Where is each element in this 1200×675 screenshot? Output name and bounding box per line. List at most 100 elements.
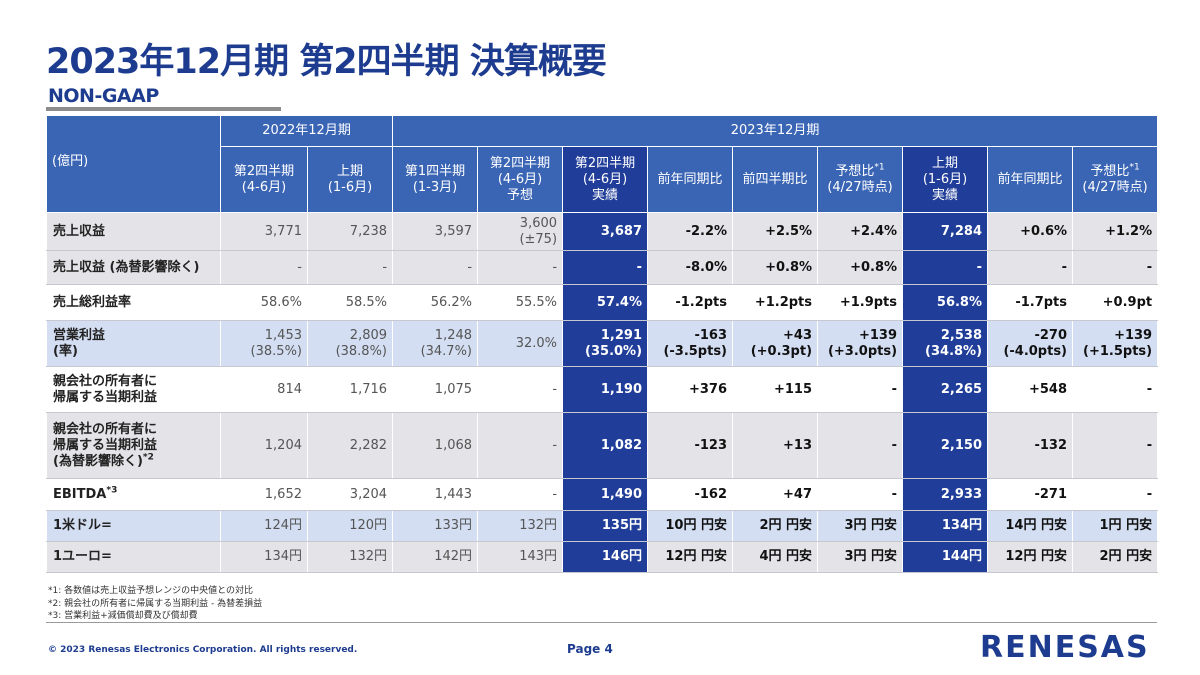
- table-row: 親会社の所有者に 帰属する当期利益 (為替影響除く)*2 1,204 2,282 1,…: [46, 412, 1159, 479]
- highlight-cell: 3,687: [562, 212, 649, 251]
- table-cell: 3,600 (±75): [477, 212, 564, 251]
- table-cell: 58.5%: [306, 284, 394, 321]
- table-row: 親会社の所有者に 帰属する当期利益 814 1,716 1,075-1,190 +376…: [46, 366, 1159, 413]
- table-cell: 1,075: [392, 366, 479, 413]
- table-cell: 3円 円安: [817, 510, 904, 542]
- table-cell: 3円 円安: [817, 541, 904, 573]
- row-label-text: 親会社の所有者に 帰属する当期利益: [53, 373, 158, 405]
- highlight-cell: 2,538 (34.8%): [902, 320, 989, 367]
- row-label: 売上総利益率: [46, 284, 221, 321]
- row-label-text: 親会社の所有者に 帰属する当期利益 (為替影響除く): [53, 421, 158, 469]
- highlight-cell: 1,082: [562, 412, 649, 479]
- table-cell: 56.2%: [392, 284, 479, 321]
- table-cell: +0.6%: [987, 212, 1074, 251]
- table-cell: -123: [647, 412, 734, 479]
- table-cell: 7,238: [306, 212, 394, 251]
- col-header-label: 予想比: [835, 163, 875, 179]
- highlight-cell: 7,284: [902, 212, 989, 251]
- table-cell: -163 (-3.5pts): [647, 320, 734, 367]
- highlight-cell: 1,291 (35.0%): [562, 320, 649, 367]
- table-row: 売上収益 (為替影響除く) - - - - - -8.0% +0.8% +0.8% - - -: [46, 250, 1159, 285]
- table-cell: 2円 円安: [1072, 541, 1159, 573]
- table-cell: -: [477, 412, 564, 479]
- table-cell: -: [1072, 478, 1159, 511]
- col-header: 前年同期比: [987, 146, 1074, 213]
- table-cell: -: [392, 250, 479, 285]
- footnote: *2: 親会社の所有者に帰属する当期利益 - 為替差損益: [48, 598, 263, 609]
- table-cell: -: [477, 478, 564, 511]
- highlight-cell: 2,933: [902, 478, 989, 511]
- highlight-cell: 56.8%: [902, 284, 989, 321]
- copyright: © 2023 Renesas Electronics Corporation. …: [48, 645, 358, 655]
- highlight-cell: 144円: [902, 541, 989, 573]
- table-cell: +115: [732, 366, 819, 413]
- table-row: 1米ドル= 124円 120円 133円 132円 135円 10円 円安 2円 円安 3円 円…: [46, 510, 1159, 542]
- table-cell: -8.0%: [647, 250, 734, 285]
- table-cell: 1,068: [392, 412, 479, 479]
- table-cell: +2.5%: [732, 212, 819, 251]
- table-cell: 1,204: [220, 412, 308, 479]
- highlight-cell: -: [562, 250, 649, 285]
- table-cell: 814: [220, 366, 308, 413]
- footnote-marker: *1: [874, 162, 885, 173]
- table-cell: +2.4%: [817, 212, 904, 251]
- table-cell: 120円: [306, 510, 394, 542]
- table-cell: -132: [987, 412, 1074, 479]
- footnote-marker: *2: [142, 452, 154, 463]
- table-cell: -: [1072, 250, 1159, 285]
- table-row: 売上総利益率 58.6% 58.5% 56.2% 55.5% 57.4% -1.2pts +1…: [46, 284, 1159, 321]
- table-cell: +47: [732, 478, 819, 511]
- table-cell: -270 (-4.0pts): [987, 320, 1074, 367]
- row-label: 1米ドル=: [46, 510, 221, 542]
- table-cell: +139 (+3.0pts): [817, 320, 904, 367]
- table-cell: 1,453 (38.5%): [220, 320, 308, 367]
- table-cell: +139 (+1.5pts): [1072, 320, 1159, 367]
- col-header-label: 予想比: [1090, 163, 1130, 179]
- results-summary-table: (億円) 2022年12月期 2023年12月期 第2四半期 (4-6月) 上期…: [46, 115, 1159, 573]
- table-cell: 124円: [220, 510, 308, 542]
- table-cell: 3,597: [392, 212, 479, 251]
- table-row: EBITDA*3 1,652 3,204 1,443-1,490 -162 +47-2,9…: [46, 478, 1159, 511]
- col-header-date: (4/27時点): [827, 179, 893, 195]
- unit-label: (億円): [46, 115, 221, 213]
- table-cell: 32.0%: [477, 320, 564, 367]
- table-cell: +1.2pts: [732, 284, 819, 321]
- table-cell: -: [817, 478, 904, 511]
- table-cell: +1.2%: [1072, 212, 1159, 251]
- table-cell: 2円 円安: [732, 510, 819, 542]
- table-cell: 3,771: [220, 212, 308, 251]
- table-cell: 12円 円安: [987, 541, 1074, 573]
- highlight-cell: 1,490: [562, 478, 649, 511]
- table-cell: 143円: [477, 541, 564, 573]
- table-cell: -: [817, 366, 904, 413]
- table-cell: -: [1072, 366, 1159, 413]
- row-label: 親会社の所有者に 帰属する当期利益: [46, 366, 221, 413]
- table-cell: -: [987, 250, 1074, 285]
- col-header: 前四半期比: [732, 146, 819, 213]
- footnotes: *1: 各数値は売上収益予想レンジの中央値との対比 *2: 親会社の所有者に帰属…: [48, 585, 262, 623]
- table-cell: -: [477, 366, 564, 413]
- table-row: 売上収益 3,771 7,238 3,597 3,600 (±75) 3,687 -2.2%…: [46, 212, 1159, 251]
- table-cell: -271: [987, 478, 1074, 511]
- highlight-cell: -: [902, 250, 989, 285]
- footnote: *3: 営業利益+減価償却費及び償却費: [48, 611, 198, 621]
- table-cell: -2.2%: [647, 212, 734, 251]
- col-header-forecast-ratio: 予想比*1 (4/27時点): [817, 146, 904, 213]
- col-header-date: (4/27時点): [1082, 179, 1148, 195]
- col-header: 第2四半期 (4-6月): [220, 146, 308, 213]
- table-cell: 1円 円安: [1072, 510, 1159, 542]
- col-header-forecast-ratio: 予想比*1 (4/27時点): [1072, 146, 1159, 213]
- row-label-text: 1ユーロ=: [53, 549, 112, 564]
- table-cell: 58.6%: [220, 284, 308, 321]
- table-cell: 1,248 (34.7%): [392, 320, 479, 367]
- col-header: 上期 (1-6月): [306, 146, 394, 213]
- col-header: 第2四半期 (4-6月) 予想: [477, 146, 564, 213]
- page-subtitle: NON-GAAP: [48, 85, 159, 107]
- col-header-highlight: 上期 (1-6月) 実績: [902, 146, 989, 213]
- table-cell: -: [477, 250, 564, 285]
- table-cell: 2,809 (38.8%): [306, 320, 394, 367]
- row-label: 売上収益: [46, 212, 221, 251]
- table-cell: 10円 円安: [647, 510, 734, 542]
- table-cell: +1.9pts: [817, 284, 904, 321]
- row-label-text: 売上収益: [53, 223, 106, 239]
